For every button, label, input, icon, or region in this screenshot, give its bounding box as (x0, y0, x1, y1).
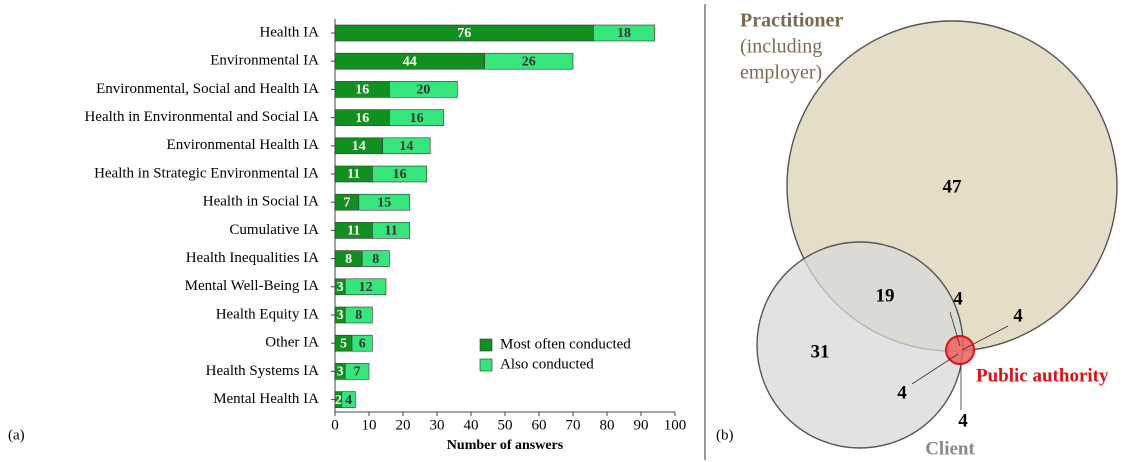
data-label: 16 (393, 167, 407, 182)
x-tick-label: 80 (600, 417, 615, 433)
bar-segment (372, 165, 428, 183)
bar-segment (344, 278, 387, 296)
x-tick-label: 50 (498, 417, 513, 433)
legend-swatch (479, 358, 493, 372)
panel-label: (b) (716, 427, 734, 443)
panel-label: (a) (8, 427, 25, 443)
data-label: 6 (359, 336, 366, 351)
data-label: 18 (617, 26, 631, 41)
bar-segment (593, 24, 655, 42)
y-tick-label: Environmental IA (210, 53, 319, 69)
data-label: 16 (410, 111, 424, 126)
x-tick-label: 100 (664, 417, 687, 433)
set-label: Practitioner (740, 10, 843, 32)
data-label: 3 (337, 308, 344, 323)
data-label: 11 (347, 224, 360, 239)
data-label: 7 (343, 195, 350, 210)
y-tick-label: Health in Strategic Environmental IA (94, 165, 319, 181)
data-label: 11 (347, 167, 360, 182)
set-circle (756, 241, 964, 449)
region-value: 4 (897, 382, 907, 403)
bar-segment (351, 334, 373, 352)
y-tick-label: Health Systems IA (206, 363, 319, 379)
data-label: 14 (352, 139, 366, 154)
data-label: 8 (372, 252, 379, 267)
region-value: 19 (876, 285, 895, 306)
region-value: 47 (943, 176, 963, 197)
leader-line (949, 311, 961, 347)
data-label: 2 (335, 393, 342, 408)
y-tick-label: Cumulative IA (229, 222, 319, 238)
set-label: Public authority (976, 365, 1109, 386)
x-tick-label: 0 (331, 417, 339, 433)
data-label: 12 (359, 280, 373, 295)
legend-label: Also conducted (500, 356, 594, 372)
x-tick-label: 60 (532, 417, 547, 433)
x-tick-label: 30 (430, 417, 445, 433)
bar-segment (389, 81, 458, 98)
y-tick-label: Health Inequalities IA (186, 250, 319, 266)
data-label: 3 (337, 280, 344, 295)
region-value: 31 (811, 341, 830, 362)
leader-line (911, 353, 959, 385)
data-label: 8 (355, 308, 362, 323)
x-tick-label: 70 (566, 417, 581, 433)
data-label: 11 (384, 224, 397, 239)
data-label: 16 (355, 83, 369, 98)
bar-segment (344, 306, 373, 324)
data-label: 5 (340, 336, 347, 351)
set-circle (945, 335, 975, 365)
x-tick-label: 90 (634, 417, 649, 433)
y-tick-label: Other IA (265, 335, 319, 351)
region-value: 4 (1013, 305, 1023, 326)
set-label: Client (925, 438, 975, 459)
data-label: 15 (377, 195, 391, 210)
bar-segment (372, 222, 411, 239)
y-tick-label: Health in Environmental and Social IA (84, 109, 319, 125)
y-tick-label: Mental Health IA (213, 391, 319, 407)
set-label: employer) (740, 62, 822, 84)
region-value: 4 (953, 288, 963, 309)
data-label: 76 (457, 26, 471, 41)
data-label: 16 (355, 111, 369, 126)
x-axis-label: Number of answers (447, 438, 564, 453)
data-label: 7 (354, 365, 361, 380)
data-label: 14 (399, 139, 413, 154)
bar-segment (389, 109, 445, 126)
y-tick-label: Environmental, Social and Health IA (96, 81, 319, 97)
bar-segment (344, 363, 370, 380)
data-label: 3 (337, 365, 344, 380)
data-label: 26 (522, 54, 536, 69)
region-value: 4 (958, 410, 968, 431)
y-tick-label: Health IA (259, 24, 319, 40)
data-label: 44 (403, 54, 417, 69)
data-label: 4 (345, 393, 352, 408)
x-tick-label: 10 (362, 417, 377, 433)
y-tick-label: Health in Social IA (203, 194, 319, 210)
legend-swatch (479, 338, 493, 352)
y-tick-label: Health Equity IA (216, 306, 319, 322)
bar-segment (358, 193, 411, 211)
legend-label: Most often conducted (500, 336, 631, 352)
y-tick-label: Environmental Health IA (167, 137, 320, 153)
set-label: (including (740, 36, 822, 58)
bar-segment (361, 250, 390, 267)
bar-segment (341, 391, 356, 408)
data-label: 8 (345, 252, 352, 267)
bar-segment (484, 52, 574, 70)
y-tick-label: Mental Well-Being IA (185, 278, 319, 294)
bar-segment (382, 137, 431, 155)
x-tick-label: 20 (396, 417, 411, 433)
data-label: 20 (416, 83, 430, 98)
leader-line (961, 325, 1009, 351)
x-tick-label: 40 (464, 417, 479, 433)
